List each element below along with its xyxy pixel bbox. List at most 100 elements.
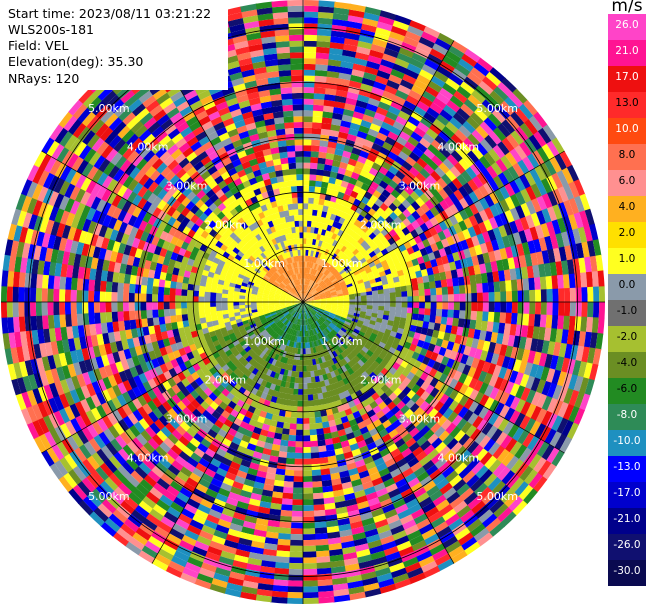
range-gate [479, 330, 487, 342]
range-gate [306, 292, 310, 298]
range-gate [349, 351, 357, 359]
range-gate [369, 49, 385, 60]
range-gate [309, 180, 317, 187]
range-gate [399, 404, 410, 415]
range-gate [448, 214, 459, 227]
range-gate [406, 284, 413, 292]
range-gate [568, 197, 580, 216]
range-gate [460, 81, 476, 96]
range-gate [381, 405, 391, 416]
range-gate [473, 391, 485, 405]
range-gate [350, 342, 358, 349]
range-gate [344, 256, 351, 264]
range-gate [509, 180, 521, 195]
range-gate [447, 286, 454, 295]
range-gate [486, 321, 494, 333]
range-gate [343, 370, 351, 378]
range-gate [303, 139, 313, 146]
range-gate [538, 425, 552, 443]
range-gate [434, 38, 453, 52]
range-gate [303, 302, 309, 304]
range-gate [320, 324, 325, 331]
range-gate [378, 352, 386, 361]
range-gate [319, 307, 326, 311]
range-gate [456, 326, 464, 337]
range-gate [329, 287, 336, 292]
range-gate [528, 134, 543, 152]
range-gate [352, 348, 360, 356]
range-gate [340, 314, 348, 319]
range-gate [480, 138, 494, 153]
range-gate [422, 275, 430, 284]
range-gate [379, 10, 398, 21]
range-gate [330, 309, 337, 313]
range-gate [338, 72, 353, 81]
range-gate [364, 254, 372, 262]
range-gate [431, 494, 447, 508]
range-gate [134, 301, 141, 311]
range-gate [286, 446, 296, 453]
range-gate [303, 162, 311, 169]
range-gate [449, 166, 462, 179]
range-gate [307, 250, 312, 257]
range-gate [473, 188, 485, 202]
range-gate [389, 266, 397, 274]
range-gate [540, 223, 551, 239]
range-gate [510, 346, 519, 360]
range-gate [504, 196, 516, 211]
range-gate [343, 294, 350, 298]
range-gate [481, 99, 497, 114]
range-gate [306, 371, 311, 378]
range-gate [372, 228, 381, 237]
range-gate [523, 469, 538, 486]
range-gate [458, 158, 471, 172]
range-gate [470, 500, 486, 515]
range-gate [325, 297, 332, 300]
range-gate [376, 364, 385, 373]
range-gate [467, 265, 476, 277]
range-gate [370, 43, 387, 54]
range-gate [316, 35, 332, 43]
range-gate [471, 146, 485, 161]
range-gate [438, 404, 449, 416]
range-gate [419, 425, 431, 437]
range-gate [303, 58, 317, 65]
range-gate [378, 414, 389, 425]
range-gate [307, 305, 312, 310]
range-gate [429, 196, 440, 207]
range-gate [434, 316, 442, 325]
range-gate [365, 228, 374, 237]
range-gate [466, 116, 481, 131]
range-gate [432, 473, 446, 486]
range-gate [476, 419, 489, 433]
range-gate [374, 276, 382, 283]
range-gate [313, 198, 320, 205]
range-gate [309, 238, 314, 245]
range-gate [500, 291, 507, 303]
range-gate [472, 224, 483, 237]
range-gate [318, 292, 325, 296]
range-gate [554, 153, 568, 172]
range-gate [337, 267, 344, 273]
range-gate [411, 220, 421, 230]
range-gate [424, 384, 435, 395]
range-gate [318, 332, 324, 339]
range-gate [413, 79, 429, 92]
range-gate [342, 308, 349, 312]
range-gate [415, 216, 426, 227]
range-gate [555, 328, 563, 344]
range-gate [448, 389, 459, 401]
range-gate [487, 229, 497, 242]
range-gate [326, 256, 332, 264]
range-gate [313, 192, 321, 199]
range-gate [302, 452, 312, 459]
range-gate [291, 493, 303, 500]
range-gate [337, 299, 344, 303]
range-gate [288, 551, 303, 558]
range-gate [440, 316, 448, 326]
range-gate [446, 453, 460, 467]
range-gate [523, 362, 533, 377]
range-gate [354, 415, 364, 425]
range-gate [432, 118, 447, 131]
range-gate [378, 447, 391, 458]
